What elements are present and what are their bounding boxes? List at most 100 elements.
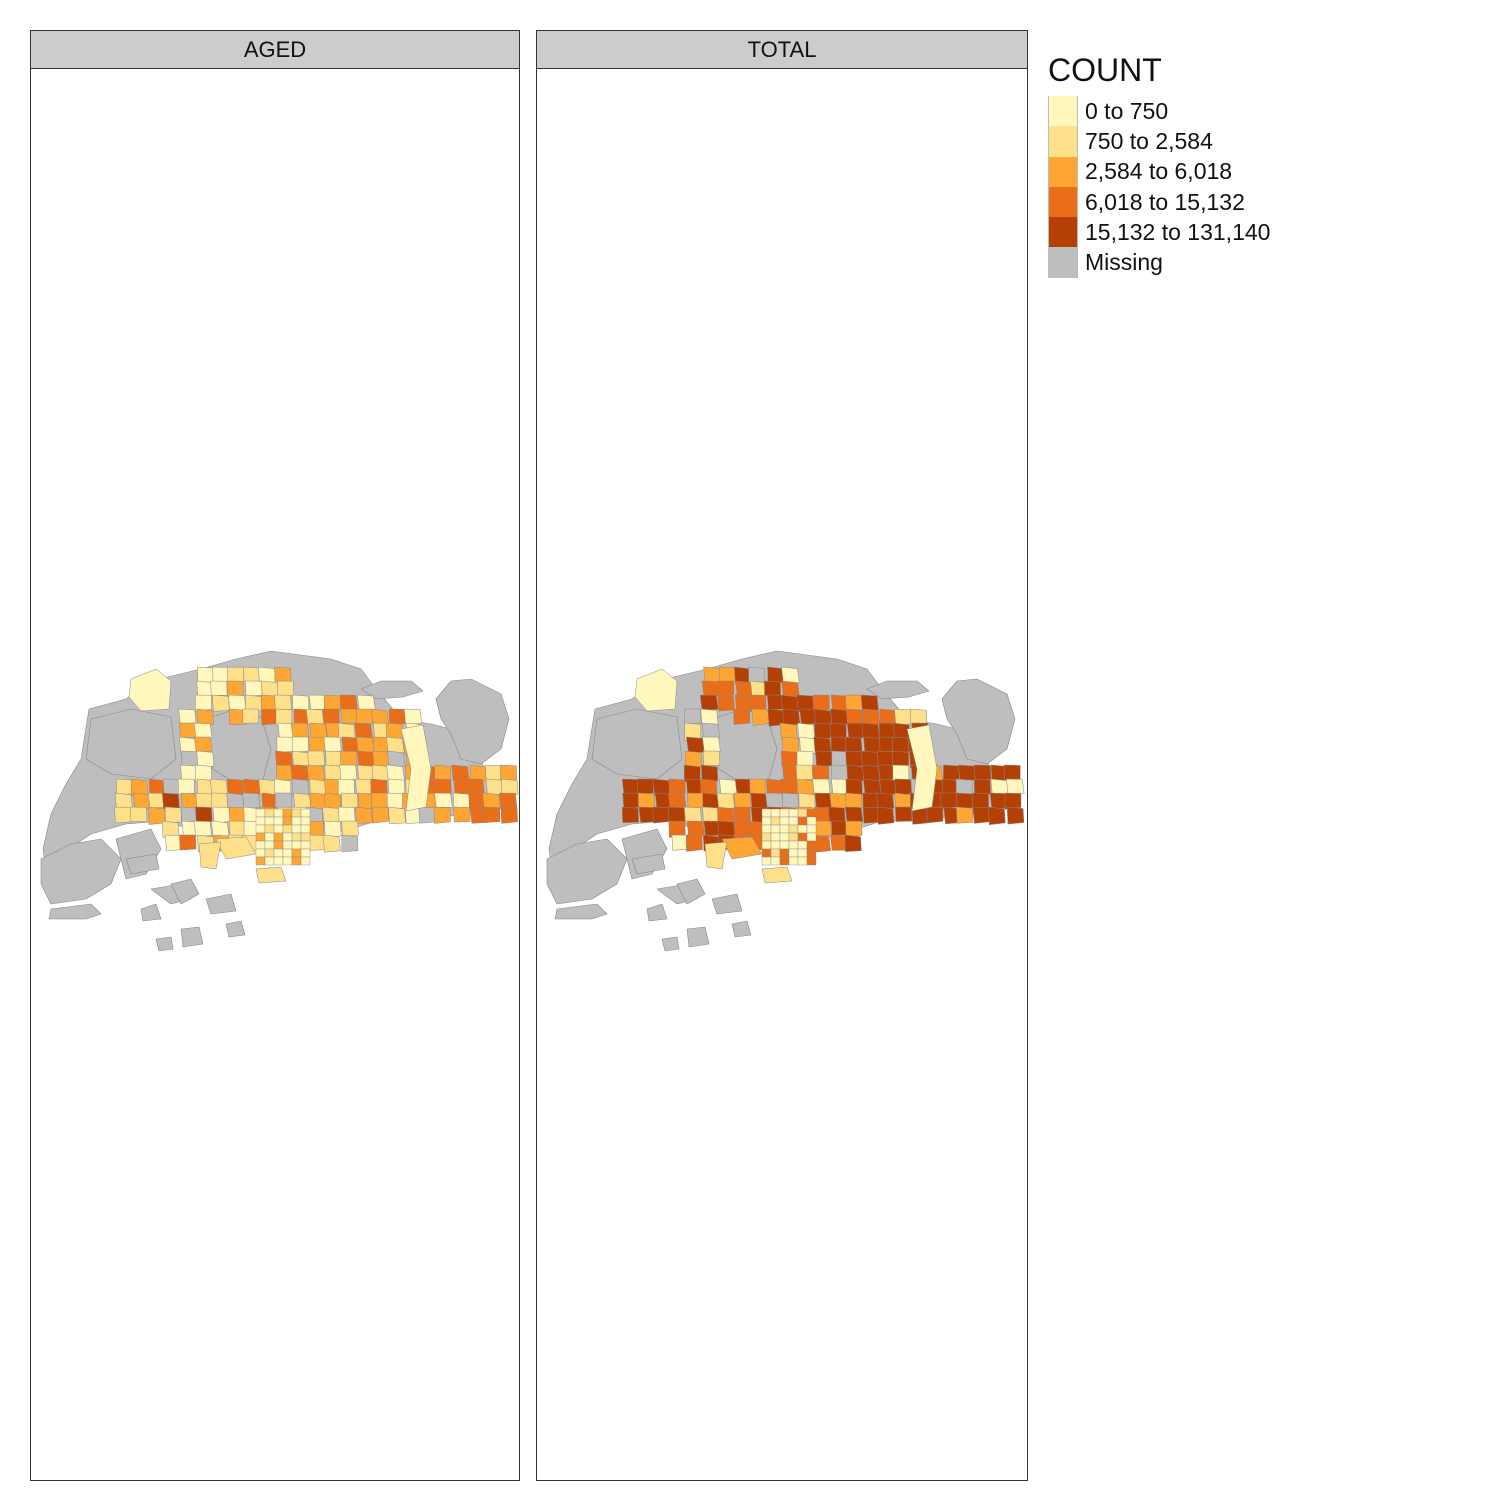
subzone-polygon (796, 778, 815, 796)
subzone-polygon (782, 736, 800, 754)
island-missing (866, 680, 930, 700)
subzone-polygon (779, 832, 790, 842)
subzone-polygon (779, 848, 790, 858)
subzone-polygon (806, 848, 817, 858)
subzone-polygon (264, 824, 275, 834)
subzone-polygon (282, 816, 293, 826)
subzone-polygon (291, 856, 302, 866)
facet-panel-total: TOTAL (536, 30, 1028, 1481)
subzone-polygon (196, 708, 214, 727)
subzone-polygon (779, 824, 790, 834)
subzone-polygon (500, 806, 518, 824)
island-missing (435, 678, 510, 765)
subzone-polygon (340, 750, 358, 766)
subzone-polygon (228, 820, 247, 837)
subzone-polygon (770, 824, 781, 834)
subzone-polygon (282, 808, 293, 818)
subzone-polygon (797, 816, 808, 826)
subzone-polygon (255, 832, 266, 842)
subzone-polygon (845, 792, 863, 809)
subzone-polygon (761, 832, 772, 842)
subzone-polygon (701, 764, 719, 782)
subzone-polygon (956, 806, 974, 824)
subzone-polygon (761, 824, 772, 834)
subzone-polygon (276, 736, 294, 754)
subzone-polygon (797, 832, 808, 842)
map-legend: COUNT 0 to 750 750 to 2,584 2,584 to 6,0… (1048, 52, 1270, 278)
island-missing (646, 903, 668, 922)
legend-label: 750 to 2,584 (1085, 127, 1213, 154)
subzone-polygon (354, 806, 373, 824)
subzone-polygon (770, 856, 781, 866)
subzone-polygon (748, 666, 765, 684)
subzone-polygon (273, 808, 284, 818)
legend-swatch (1048, 186, 1078, 218)
subzone-polygon (845, 778, 863, 797)
subzone-polygon (812, 694, 830, 712)
subzone-polygon (181, 750, 199, 767)
island-missing (205, 893, 237, 915)
subzone-polygon (958, 764, 977, 781)
subzone-polygon (128, 668, 172, 712)
legend-item: 2,584 to 6,018 (1048, 156, 1270, 187)
subzone-polygon (177, 778, 195, 795)
subzone-polygon (814, 708, 832, 726)
subzone-polygon (862, 722, 880, 739)
subzone-polygon (879, 778, 898, 795)
island-missing (941, 678, 1016, 765)
subzone-polygon (273, 824, 284, 834)
legend-item: Missing (1048, 247, 1270, 278)
subzone-polygon (761, 808, 772, 818)
subzone-polygon (308, 736, 327, 754)
subzone-polygon (717, 820, 736, 838)
subzone-polygon (829, 792, 848, 810)
subzone-polygon (162, 778, 181, 796)
subzone-polygon (704, 841, 728, 870)
subzone-polygon (264, 816, 275, 826)
subzone-polygon (264, 808, 275, 818)
subzone-polygon (357, 694, 376, 712)
subzone-polygon (781, 750, 799, 767)
subzone-polygon (860, 694, 879, 712)
subzone-polygon (274, 792, 292, 808)
subzone-polygon (910, 708, 927, 726)
subzone-polygon (686, 736, 705, 753)
subzone-polygon (255, 848, 266, 858)
subzone-polygon (829, 722, 847, 739)
subzone-polygon (356, 736, 375, 753)
subzone-polygon (300, 832, 311, 842)
subzone-polygon (324, 792, 342, 810)
subzone-polygon (806, 816, 817, 826)
subzone-polygon (291, 816, 302, 826)
subzone-polygon (815, 750, 833, 767)
subzone-polygon (894, 778, 913, 796)
subzone-polygon (860, 750, 879, 767)
subzone-polygon (242, 708, 259, 724)
subzone-polygon (779, 840, 790, 850)
subzone-polygon (721, 836, 763, 860)
subzone-polygon (668, 778, 686, 796)
subzone-polygon (716, 792, 735, 810)
subzone-polygon (418, 806, 436, 824)
subzone-polygon (973, 778, 991, 795)
subzone-polygon (162, 792, 180, 809)
subzone-polygon (788, 816, 799, 826)
subzone-polygon (274, 778, 292, 796)
subzone-polygon (386, 792, 404, 809)
subzone-polygon (844, 806, 864, 823)
subzone-polygon (878, 722, 896, 739)
subzone-polygon (300, 816, 311, 826)
subzone-polygon (264, 840, 275, 850)
subzone-polygon (699, 694, 719, 712)
subzone-polygon (844, 834, 862, 852)
subzone-polygon (761, 866, 793, 884)
subzone-polygon (788, 824, 799, 834)
subzone-polygon (622, 806, 639, 823)
legend-label: 2,584 to 6,018 (1085, 158, 1233, 185)
subzone-polygon (749, 778, 767, 796)
subzone-polygon (282, 840, 293, 850)
subzone-polygon (282, 856, 293, 866)
subzone-polygon (796, 750, 814, 767)
subzone-polygon (307, 834, 326, 852)
island-missing (360, 680, 424, 700)
